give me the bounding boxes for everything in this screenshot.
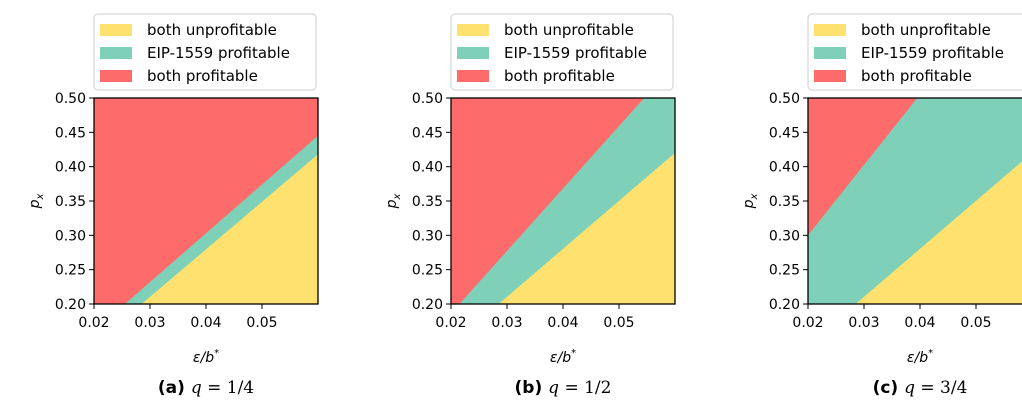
legend-box: [450, 13, 674, 91]
subfigure-caption: (a) q = 1/4: [158, 378, 254, 398]
y-tick-label: 0.40: [55, 160, 86, 176]
y-tick-label: 0.45: [55, 125, 86, 141]
region-both-profitable: [451, 98, 645, 304]
region-both-unprofitable: [141, 154, 318, 304]
legend-swatch: [457, 47, 489, 59]
region-layer: [808, 98, 1022, 304]
chart-panel-3: 0.20 0.25 0.30 0.35 0.40 0.45 0.50 0.02 0.03 0.04…: [741, 13, 1022, 398]
y-tick-label: 0.50: [769, 91, 800, 107]
y-tick-label: 0.45: [769, 125, 800, 141]
legend: both unprofitable EIP-1559 profitable both…: [93, 13, 317, 91]
chart-panel-1: 0.20 0.25 0.30 0.35 0.40 0.45 0.50 0.02 0.03 0.04…: [27, 13, 319, 398]
y-tick-label: 0.50: [412, 91, 443, 107]
subfigure-caption: (c) q = 3/4: [873, 378, 968, 398]
y-tick-label: 0.25: [55, 263, 86, 279]
x-tick-label: 0.02: [792, 315, 823, 331]
y-tick-label: 0.20: [412, 297, 443, 313]
y-tick-label: 0.45: [412, 125, 443, 141]
x-tick-label: 0.03: [134, 315, 165, 331]
x-tick-label: 0.05: [246, 315, 277, 331]
legend-swatch: [814, 24, 846, 36]
legend-swatch: [457, 24, 489, 36]
region-both-profitable: [94, 98, 318, 304]
legend-box: [807, 13, 1022, 91]
y-tick-label: 0.35: [55, 194, 86, 210]
x-tick-label: 0.02: [78, 315, 109, 331]
y-tick-label: 0.30: [769, 228, 800, 244]
x-tick-label: 0.04: [190, 315, 221, 331]
y-tick-label: 0.35: [412, 194, 443, 210]
y-axis-label: px: [741, 194, 760, 210]
y-axis-label: px: [27, 194, 46, 210]
legend-swatch: [100, 47, 132, 59]
legend-label: both unprofitable: [504, 21, 634, 39]
y-tick-label: 0.50: [55, 91, 86, 107]
x-tick-label: 0.02: [435, 315, 466, 331]
legend-swatch: [814, 70, 846, 82]
subfigure-caption: (b) q = 1/2: [515, 378, 612, 398]
legend-swatch: [100, 24, 132, 36]
legend-swatch: [100, 70, 132, 82]
y-tick-label: 0.30: [412, 228, 443, 244]
legend-label: EIP-1559 profitable: [504, 44, 647, 62]
region-both-unprofitable: [498, 152, 675, 304]
legend-box: [93, 13, 317, 91]
y-tick-label: 0.25: [412, 263, 443, 279]
x-tick-label: 0.03: [848, 315, 879, 331]
y-tick-label: 0.20: [769, 297, 800, 313]
legend-label: both unprofitable: [861, 21, 991, 39]
x-tick-label: 0.04: [904, 315, 935, 331]
x-tick-label: 0.05: [603, 315, 634, 331]
y-tick-label: 0.40: [769, 160, 800, 176]
legend-swatch: [814, 47, 846, 59]
legend-swatch: [457, 70, 489, 82]
x-tick-label: 0.04: [547, 315, 578, 331]
region-layer: [451, 98, 675, 304]
y-tick-label: 0.30: [55, 228, 86, 244]
legend-label: both profitable: [861, 67, 972, 85]
legend-label: both profitable: [147, 67, 258, 85]
x-axis-label: ε/b*: [907, 348, 933, 366]
x-axis-label: ε/b*: [193, 348, 219, 366]
x-tick-label: 0.05: [960, 315, 991, 331]
x-tick-label: 0.03: [491, 315, 522, 331]
y-tick-label: 0.35: [769, 194, 800, 210]
legend-label: both profitable: [504, 67, 615, 85]
y-tick-label: 0.25: [769, 263, 800, 279]
region-both-unprofitable: [855, 161, 1022, 304]
y-axis-label: px: [384, 194, 403, 210]
y-tick-label: 0.40: [412, 160, 443, 176]
legend: both unprofitable EIP-1559 profitable both…: [807, 13, 1022, 91]
region-layer: [94, 98, 318, 304]
y-tick-label: 0.20: [55, 297, 86, 313]
legend-label: EIP-1559 profitable: [147, 44, 290, 62]
chart-panel-2: 0.20 0.25 0.30 0.35 0.40 0.45 0.50 0.02 0.03 0.04…: [384, 13, 676, 398]
x-axis-label: ε/b*: [550, 348, 576, 366]
legend-label: EIP-1559 profitable: [861, 44, 1004, 62]
legend-label: both unprofitable: [147, 21, 277, 39]
legend: both unprofitable EIP-1559 profitable both…: [450, 13, 674, 91]
region-both-profitable: [808, 98, 918, 236]
